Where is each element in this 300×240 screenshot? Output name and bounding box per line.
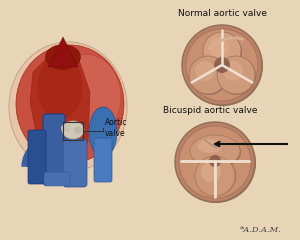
Circle shape bbox=[195, 156, 235, 196]
Circle shape bbox=[201, 162, 221, 182]
Text: Aortic
valve: Aortic valve bbox=[105, 118, 128, 138]
Circle shape bbox=[209, 37, 229, 57]
Circle shape bbox=[182, 25, 262, 105]
Ellipse shape bbox=[89, 107, 117, 157]
Circle shape bbox=[179, 126, 251, 198]
Text: Bicuspid aortic valve: Bicuspid aortic valve bbox=[163, 106, 257, 115]
Circle shape bbox=[223, 61, 243, 81]
Circle shape bbox=[190, 57, 228, 95]
Circle shape bbox=[195, 61, 215, 81]
Circle shape bbox=[183, 26, 263, 106]
Circle shape bbox=[214, 57, 230, 73]
FancyBboxPatch shape bbox=[28, 130, 46, 184]
Polygon shape bbox=[48, 37, 78, 67]
Ellipse shape bbox=[9, 42, 127, 172]
FancyBboxPatch shape bbox=[94, 138, 112, 182]
Ellipse shape bbox=[61, 124, 71, 132]
Bar bbox=[63, 122, 83, 140]
Ellipse shape bbox=[46, 44, 80, 70]
Circle shape bbox=[209, 155, 221, 167]
Circle shape bbox=[203, 32, 241, 70]
Circle shape bbox=[217, 56, 255, 94]
Text: *A.D.A.M.: *A.D.A.M. bbox=[240, 226, 282, 234]
Ellipse shape bbox=[74, 126, 82, 133]
Circle shape bbox=[175, 122, 255, 202]
Ellipse shape bbox=[62, 121, 84, 139]
Circle shape bbox=[189, 56, 227, 94]
Circle shape bbox=[204, 33, 242, 71]
Circle shape bbox=[176, 123, 256, 203]
FancyBboxPatch shape bbox=[63, 139, 87, 187]
Ellipse shape bbox=[190, 135, 240, 167]
Ellipse shape bbox=[38, 54, 82, 120]
Text: Normal aortic valve: Normal aortic valve bbox=[178, 9, 266, 18]
Circle shape bbox=[196, 156, 236, 196]
FancyBboxPatch shape bbox=[43, 114, 65, 185]
Polygon shape bbox=[30, 52, 90, 167]
Circle shape bbox=[186, 29, 258, 101]
FancyBboxPatch shape bbox=[44, 172, 70, 186]
Ellipse shape bbox=[191, 136, 241, 168]
Ellipse shape bbox=[16, 45, 124, 163]
Ellipse shape bbox=[51, 54, 121, 139]
Ellipse shape bbox=[197, 139, 223, 153]
Circle shape bbox=[218, 57, 256, 95]
